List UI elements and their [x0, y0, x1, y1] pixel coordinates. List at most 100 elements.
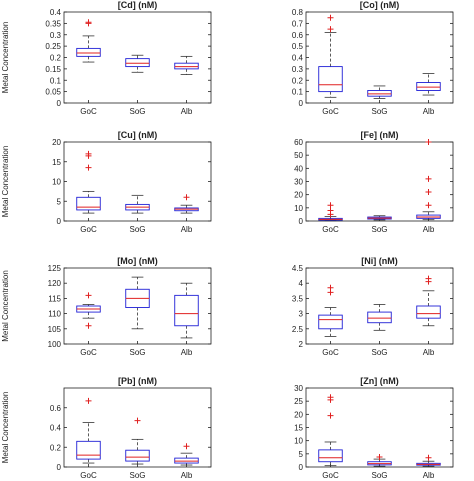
box-group [125, 54, 150, 73]
outlier-marker [85, 292, 92, 299]
y-axis-label: Metal Concentration [1, 146, 10, 218]
box-group [367, 215, 392, 221]
y-tick-label: 0.15 [45, 65, 61, 74]
box-group [318, 202, 343, 222]
box-iqr [318, 66, 343, 93]
chart-panel: [Co] (nM) 0 0.1 0.2 0.3 0.4 0.5 0.6 0.7 0.8 GoC SoG… [292, 0, 454, 116]
x-tick-label: GoC [80, 348, 97, 357]
outlier-marker [425, 454, 432, 461]
outlier-marker [327, 14, 334, 21]
y-tick-label: 20 [294, 191, 303, 200]
y-tick-label: 5 [299, 450, 304, 459]
outlier-marker [425, 189, 432, 196]
y-tick-label: 50 [294, 151, 303, 160]
y-tick-label: 0.2 [50, 443, 62, 452]
y-tick-label: 2.5 [292, 325, 304, 334]
chart-panel: [Pb] (nM) 0 0.2 0.4 0.6 GoC SoG Alb [50, 376, 212, 480]
box-group [125, 276, 150, 330]
y-tick-label: 0 [57, 99, 62, 108]
x-tick-label: GoC [322, 225, 339, 234]
box-group [76, 19, 101, 63]
box-iqr [125, 449, 150, 462]
chart-title: [Mo] (nM) [117, 256, 157, 266]
outlier-marker [425, 175, 432, 182]
y-axis-label: Metal Concentration [1, 392, 10, 464]
x-tick-label: GoC [322, 348, 339, 357]
outlier-marker [327, 394, 334, 401]
y-tick-label: 10 [294, 437, 303, 446]
box-group [76, 292, 101, 329]
outlier-marker [425, 139, 432, 145]
y-tick-label: 0.1 [50, 76, 62, 85]
y-tick-label: 3.5 [292, 294, 304, 303]
y-tick-label: 4.5 [292, 264, 304, 273]
outlier-marker [327, 26, 334, 33]
x-tick-label: SoG [371, 225, 387, 234]
outlier-marker [85, 150, 92, 157]
outlier-marker [327, 202, 334, 209]
box-group [416, 275, 441, 327]
outlier-marker [85, 19, 92, 26]
x-tick-label: Alb [181, 107, 193, 116]
chart-panel: [Cu] (nM) 0 5 10 15 20 GoC SoG Alb [52, 130, 212, 234]
box-group [76, 397, 101, 464]
y-tick-label: 10 [294, 204, 303, 213]
y-axis-label: Metal Concentration [1, 22, 10, 94]
y-tick-label: 0 [299, 99, 304, 108]
chart-title: [Fe] (nM) [361, 130, 399, 140]
y-tick-label: 0.5 [292, 42, 304, 51]
chart-title: [Zn] (nM) [360, 376, 398, 386]
outlier-marker [327, 284, 334, 291]
y-tick-label: 30 [294, 178, 303, 187]
x-tick-label: GoC [322, 471, 339, 480]
y-tick-label: 0.1 [292, 88, 304, 97]
y-tick-label: 0.2 [50, 54, 62, 63]
y-tick-label: 0 [299, 463, 304, 472]
y-tick-label: 10 [52, 178, 61, 187]
x-tick-label: Alb [423, 471, 435, 480]
chart-panel: [Zn] (nM) 0 5 10 15 20 25 30 GoC SoG Alb [294, 376, 454, 480]
y-tick-label: 60 [294, 138, 303, 147]
outlier-marker [183, 194, 190, 201]
chart-title: [Co] (nM) [360, 0, 399, 10]
outlier-marker [327, 412, 334, 419]
outlier-marker [85, 164, 92, 171]
y-tick-label: 20 [52, 138, 61, 147]
y-tick-label: 25 [294, 397, 303, 406]
x-tick-label: SoG [129, 225, 145, 234]
y-tick-label: 3 [299, 310, 304, 319]
chart-panel: [Cd] (nM) 0 0.05 0.1 0.15 0.2 0.25 0.3 0.35 0.4 Go… [45, 0, 212, 116]
box-group [125, 417, 150, 465]
box-group [367, 85, 392, 99]
x-tick-label: Alb [181, 225, 193, 234]
x-tick-label: Alb [423, 107, 435, 116]
outlier-marker [327, 207, 334, 214]
box-iqr [367, 90, 392, 97]
x-tick-label: GoC [80, 225, 97, 234]
x-tick-label: Alb [423, 348, 435, 357]
box-group [174, 194, 199, 214]
chart-title: [Cd] (nM) [118, 0, 157, 10]
box-group [318, 394, 343, 467]
y-tick-label: 125 [48, 264, 62, 273]
box-iqr [318, 449, 343, 463]
y-tick-label: 0.8 [292, 8, 304, 17]
y-tick-label: 0.4 [50, 8, 62, 17]
y-tick-label: 0.4 [50, 424, 62, 433]
y-tick-label: 0.05 [45, 88, 61, 97]
y-tick-label: 0.25 [45, 42, 61, 51]
box-group [174, 282, 199, 339]
x-tick-label: Alb [181, 471, 193, 480]
x-tick-label: SoG [129, 107, 145, 116]
y-tick-label: 20 [294, 410, 303, 419]
box-group [174, 55, 199, 75]
box-iqr [76, 196, 101, 211]
outlier-marker [134, 417, 141, 424]
x-tick-label: GoC [80, 471, 97, 480]
y-tick-label: 0 [57, 217, 62, 226]
y-tick-label: 0.35 [45, 19, 61, 28]
y-tick-label: 110 [48, 310, 61, 319]
box-group [174, 443, 199, 466]
box-group [416, 139, 441, 221]
